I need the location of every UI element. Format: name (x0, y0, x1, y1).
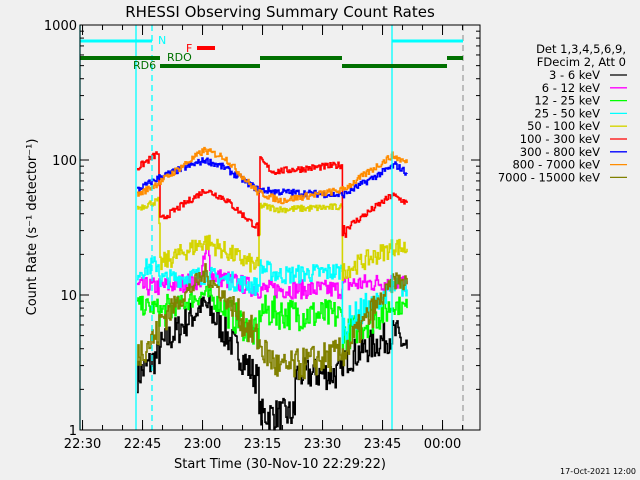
legend-label-4: 50 - 100 keV (527, 119, 600, 133)
legend-label-3: 25 - 50 keV (534, 106, 600, 120)
legend-header-1: Det 1,3,4,5,6,9, (536, 42, 626, 56)
x-tick-label: 00:00 (424, 437, 461, 452)
chart-title: RHESSI Observing Summary Count Rates (125, 3, 435, 21)
legend-label-0: 3 - 6 keV (549, 68, 600, 82)
y-tick-label: 10 (60, 289, 77, 304)
flag-label-rd6: RD6 (133, 59, 156, 72)
flag-label-n: N (158, 34, 166, 47)
x-tick-label: 23:15 (244, 437, 281, 452)
x-axis-label: Start Time (30-Nov-10 22:29:22) (174, 457, 386, 472)
series-line-6 (137, 157, 408, 199)
y-tick-label: 1 (69, 424, 77, 439)
series-line-8 (137, 263, 408, 380)
y-axis-label: Count Rate (s⁻¹ detector⁻¹) (25, 139, 40, 316)
y-tick-label: 1000 (44, 19, 77, 34)
legend-label-1: 6 - 12 keV (542, 81, 600, 95)
legend-label-7: 800 - 7000 keV (512, 158, 600, 172)
flag-label-f: F (186, 42, 192, 55)
series-line-1 (137, 241, 408, 300)
legend-label-5: 100 - 300 keV (520, 132, 600, 146)
x-tick-label: 23:30 (304, 437, 341, 452)
x-tick-label: 23:00 (184, 437, 221, 452)
plot-frame (79, 24, 481, 431)
flag-label-rdo: RDO (167, 51, 192, 64)
series-line-4 (137, 196, 408, 281)
y-tick-label: 100 (52, 154, 77, 169)
legend-label-6: 300 - 800 keV (520, 145, 600, 159)
legend-label-2: 12 - 25 keV (534, 94, 600, 108)
series-line-5 (137, 151, 408, 238)
series-line-7 (137, 146, 408, 205)
legend-header-2: FDecim 2, Att 0 (537, 55, 626, 69)
x-tick-label: 23:45 (364, 437, 401, 452)
x-tick-label: 22:30 (64, 437, 101, 452)
x-tick-label: 22:45 (124, 437, 161, 452)
legend-label-8: 7000 - 15000 keV (498, 170, 600, 184)
footer-date: 17-Oct-2021 12:00 (560, 467, 636, 476)
